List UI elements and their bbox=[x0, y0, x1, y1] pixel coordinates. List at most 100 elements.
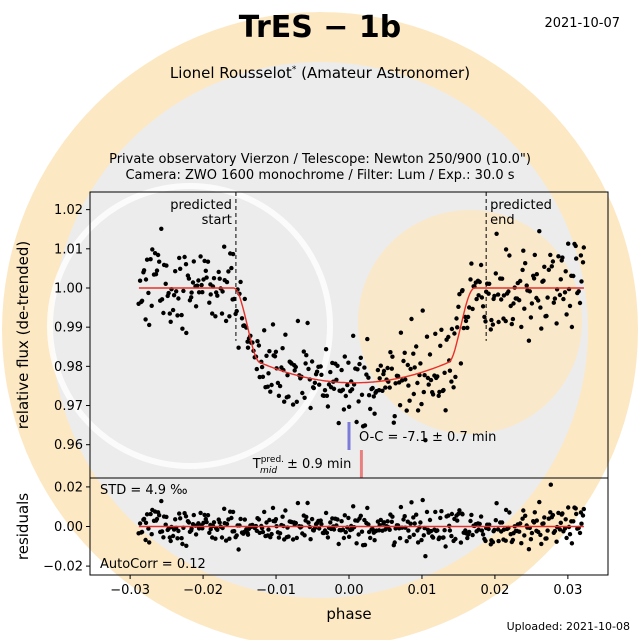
residual-point bbox=[520, 516, 525, 521]
residual-point bbox=[544, 536, 549, 541]
data-point bbox=[463, 318, 469, 324]
data-point bbox=[579, 279, 584, 284]
data-point bbox=[430, 392, 436, 397]
data-point bbox=[551, 300, 556, 305]
data-point bbox=[526, 338, 532, 343]
residual-point bbox=[517, 529, 522, 534]
residual-point bbox=[359, 529, 365, 534]
data-point bbox=[322, 388, 328, 393]
data-point bbox=[143, 317, 148, 322]
data-point bbox=[161, 310, 166, 316]
data-point bbox=[275, 380, 281, 386]
residual-point bbox=[545, 528, 550, 533]
residual-point bbox=[496, 538, 501, 544]
data-point bbox=[412, 365, 417, 370]
data-point bbox=[219, 311, 225, 316]
data-point bbox=[139, 298, 145, 303]
data-point bbox=[385, 365, 390, 371]
data-point bbox=[245, 339, 250, 344]
data-point bbox=[503, 247, 509, 252]
residual-point bbox=[455, 518, 460, 523]
data-point bbox=[351, 333, 356, 338]
x-tick-label: −0.03 bbox=[110, 583, 150, 598]
data-point bbox=[566, 241, 571, 246]
data-point bbox=[311, 385, 316, 391]
data-point bbox=[403, 377, 408, 382]
data-point bbox=[557, 292, 563, 298]
data-point bbox=[174, 289, 179, 294]
residual-point bbox=[144, 512, 150, 517]
data-point bbox=[173, 269, 178, 274]
data-point bbox=[571, 273, 576, 279]
observer-name: Lionel Rousselot bbox=[169, 64, 292, 82]
residual-point bbox=[196, 526, 202, 531]
data-point bbox=[489, 317, 494, 323]
residual-point bbox=[286, 534, 291, 539]
residual-point bbox=[522, 533, 527, 538]
residual-point bbox=[458, 540, 464, 545]
residual-point bbox=[387, 527, 392, 532]
residual-point bbox=[407, 535, 412, 540]
residual-point bbox=[519, 541, 524, 546]
residual-point bbox=[159, 529, 165, 534]
upload-date: Uploaded: 2021-10-08 bbox=[506, 620, 630, 633]
residual-point bbox=[356, 532, 361, 537]
data-point bbox=[143, 277, 149, 282]
residual-point bbox=[449, 511, 455, 517]
residual-point bbox=[266, 527, 271, 532]
residual-point bbox=[336, 541, 341, 547]
data-point bbox=[453, 374, 458, 380]
data-point bbox=[149, 303, 154, 308]
data-point bbox=[355, 367, 360, 372]
residual-point bbox=[177, 511, 182, 516]
data-point bbox=[454, 316, 459, 321]
data-point bbox=[544, 313, 549, 319]
residual-point bbox=[573, 506, 578, 511]
residual-point bbox=[581, 506, 586, 512]
data-point bbox=[537, 229, 542, 234]
data-point bbox=[508, 303, 513, 309]
data-point bbox=[256, 343, 262, 348]
std-label: STD = 4.9 ‰ bbox=[100, 483, 188, 498]
data-point bbox=[224, 279, 230, 285]
data-point bbox=[554, 321, 559, 326]
data-point bbox=[427, 352, 433, 357]
data-point bbox=[424, 334, 430, 339]
residual-point bbox=[302, 533, 307, 538]
residual-point bbox=[238, 516, 243, 522]
chart-title: TrES − 1b bbox=[238, 10, 402, 45]
residual-point bbox=[213, 536, 218, 541]
residual-point bbox=[178, 516, 183, 521]
residual-point bbox=[503, 538, 508, 543]
residual-y-tick-label: −0.02 bbox=[43, 560, 83, 575]
watermark-logo bbox=[2, 12, 638, 640]
data-point bbox=[199, 282, 204, 288]
data-point bbox=[164, 263, 169, 268]
data-point bbox=[465, 325, 470, 330]
data-point bbox=[260, 374, 266, 379]
residual-point bbox=[157, 513, 162, 518]
autocorr-label: AutoCorr = 0.12 bbox=[100, 557, 206, 572]
predicted-end-label: predicted bbox=[490, 198, 552, 213]
data-point bbox=[184, 330, 189, 336]
residual-point bbox=[308, 537, 313, 542]
data-point bbox=[295, 318, 301, 324]
data-point bbox=[488, 327, 493, 332]
residual-point bbox=[560, 511, 565, 516]
residual-point bbox=[421, 533, 426, 538]
data-point bbox=[293, 364, 298, 370]
data-point bbox=[189, 290, 194, 295]
residual-point bbox=[183, 514, 189, 519]
data-point bbox=[460, 288, 465, 293]
data-point bbox=[177, 255, 182, 261]
data-point bbox=[536, 298, 541, 303]
data-point bbox=[496, 319, 501, 325]
residual-point bbox=[385, 519, 390, 524]
residual-point bbox=[406, 528, 411, 533]
residual-point bbox=[147, 540, 152, 545]
residual-point bbox=[493, 518, 498, 523]
residual-point bbox=[141, 516, 147, 522]
data-point bbox=[195, 283, 200, 288]
residual-point bbox=[346, 534, 352, 539]
